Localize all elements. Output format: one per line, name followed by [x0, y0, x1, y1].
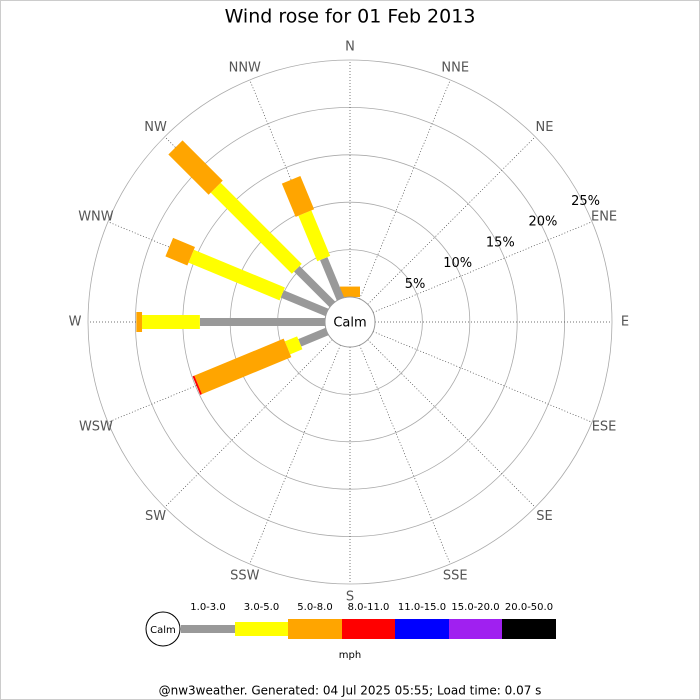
- bar-segment: [168, 140, 223, 195]
- legend-swatch: [181, 625, 235, 633]
- legend-label: 5.0-8.0: [297, 602, 332, 613]
- legend-calm-label: Calm: [150, 625, 176, 636]
- r-tick-label: 10%: [443, 256, 472, 271]
- legend-label: 20.0-50.0: [505, 602, 553, 613]
- spoke: [367, 339, 536, 508]
- r-tick-label: 5%: [405, 277, 426, 292]
- spoke: [359, 79, 451, 300]
- direction-label: WSW: [79, 420, 113, 435]
- spoke: [249, 344, 341, 565]
- legend-calm: [145, 611, 181, 647]
- legend-swatch: [342, 619, 395, 639]
- legend-label: 1.0-3.0: [190, 602, 225, 613]
- bar-segment: [136, 312, 143, 332]
- legend-unit: mph: [339, 650, 361, 661]
- direction-label: SSW: [230, 569, 260, 584]
- spoke: [367, 136, 536, 305]
- direction-label: WNW: [78, 209, 114, 224]
- direction-label: NNE: [441, 60, 469, 75]
- bar-segment: [280, 290, 329, 317]
- legend-swatch: [235, 622, 288, 636]
- bar-segment: [293, 265, 336, 308]
- direction-label: W: [69, 315, 82, 330]
- bar-segment: [281, 175, 315, 217]
- spoke: [372, 221, 593, 313]
- spoke: [359, 344, 451, 565]
- direction-label: SW: [145, 509, 166, 524]
- r-tick-label: 25%: [571, 194, 600, 209]
- direction-label: ESE: [592, 420, 617, 435]
- bars: [136, 140, 360, 395]
- r-tick-label: 20%: [529, 215, 558, 230]
- legend-swatch: [449, 619, 502, 639]
- spoke: [164, 339, 333, 508]
- legend-swatch: [395, 619, 449, 639]
- bar-segment: [165, 237, 195, 266]
- direction-label: NNW: [229, 60, 261, 75]
- labels: N NNE NE ENE E ESE SE SSE S SSW SW WSW W WNW NW NNW Calm…: [69, 40, 630, 605]
- legend-label: 11.0-15.0: [398, 602, 446, 613]
- chart-title: Wind rose for 01 Feb 2013: [225, 6, 476, 28]
- bar-segment: [199, 318, 325, 326]
- calm-circle: [324, 296, 376, 348]
- bar-segment: [142, 315, 200, 329]
- bar-segment: [192, 375, 202, 395]
- legend-label: 8.0-11.0: [348, 602, 390, 613]
- grid: [87, 59, 613, 585]
- bar-segment: [298, 210, 331, 262]
- direction-label: E: [621, 315, 629, 330]
- direction-label: SE: [536, 509, 552, 524]
- direction-label: N: [345, 40, 355, 55]
- direction-label: NE: [535, 120, 553, 135]
- legend-label: 3.0-5.0: [244, 602, 279, 613]
- direction-label: SSE: [443, 569, 468, 584]
- legend-swatch: [502, 619, 556, 639]
- bar-segment: [340, 286, 360, 297]
- grid-ring: [87, 59, 613, 585]
- legend-label: 15.0-20.0: [451, 602, 499, 613]
- bar-segment: [194, 338, 292, 395]
- direction-label: NW: [144, 120, 167, 135]
- r-tick-label: 15%: [486, 235, 515, 250]
- bar-segment: [298, 327, 329, 347]
- direction-label: ENE: [591, 209, 617, 224]
- bar-segment: [210, 182, 302, 274]
- spoke: [372, 331, 593, 423]
- bar-segment: [284, 336, 303, 355]
- calm-label: Calm: [333, 316, 366, 331]
- bar-segment: [188, 249, 285, 301]
- direction-label: S: [346, 590, 354, 605]
- legend: Calm 1.0-3.0 3.0-5.0 5.0-8.0 8.0-11.0 11.0-15…: [145, 602, 556, 661]
- bar-segment: [320, 257, 345, 301]
- legend-swatch: [288, 619, 342, 639]
- footer: @nw3weather. Generated: 04 Jul 2025 05:5…: [159, 684, 542, 698]
